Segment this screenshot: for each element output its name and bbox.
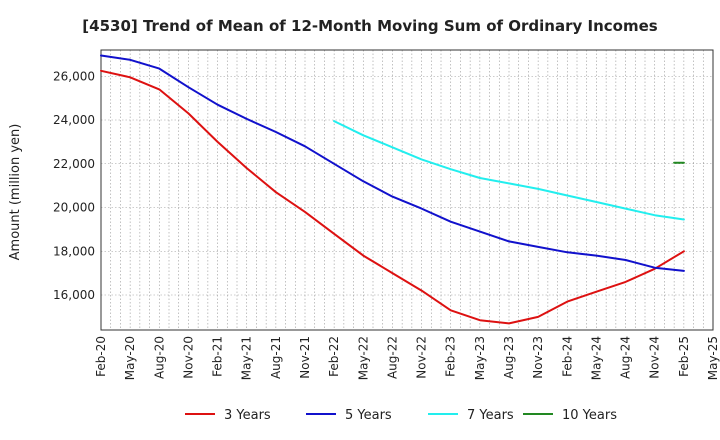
x-tick-label: Nov-22 (415, 336, 429, 379)
plot-area-frame (100, 49, 714, 331)
x-tick-labels: Feb-20 May-20 Aug-20 Nov-20 Feb-21 May-21 Aug-… (94, 336, 720, 380)
x-tick-label: Feb-21 (211, 336, 225, 377)
x-tick-label: Aug-23 (502, 336, 516, 379)
legend-item-5-years: 5 Years (306, 408, 392, 423)
grid-lines (101, 50, 713, 330)
x-tick-label: Feb-24 (560, 336, 574, 377)
x-tick-label: Nov-24 (648, 336, 662, 379)
x-tick-label: Aug-21 (269, 336, 283, 379)
x-tick-label: Nov-20 (181, 336, 195, 379)
y-tick-label: 16,000 (53, 288, 95, 302)
y-tick-label: 24,000 (53, 113, 95, 127)
x-tick-label: Feb-20 (94, 336, 108, 377)
x-tick-label: Aug-20 (152, 336, 166, 379)
series-line-5-years (100, 54, 685, 272)
x-tick-label: May-22 (356, 336, 370, 380)
x-tick-label: May-21 (240, 336, 254, 380)
x-tick-label: Feb-22 (327, 336, 341, 377)
x-tick-label: Aug-22 (385, 336, 399, 379)
x-tick-label: Nov-21 (298, 336, 312, 379)
x-tick-label: Nov-23 (531, 336, 545, 379)
y-tick-label: 20,000 (53, 201, 95, 215)
legend-label: 5 Years (345, 408, 392, 423)
x-tick-label: May-23 (473, 336, 487, 380)
x-tick-label: Aug-24 (619, 336, 633, 379)
x-tick-label: May-25 (706, 336, 720, 380)
series-lines (100, 54, 685, 325)
x-tick-label: May-20 (123, 336, 137, 380)
legend-label: 10 Years (562, 408, 617, 423)
legend-item-7-years: 7 Years (428, 408, 514, 423)
chart-title: [4530] Trend of Mean of 12-Month Moving … (82, 17, 657, 35)
legend-label: 3 Years (224, 408, 271, 423)
y-axis-label: Amount (million yen) (8, 124, 23, 261)
legend: 3 Years 5 Years 7 Years 10 Years (185, 408, 617, 423)
x-tick-label: May-24 (589, 336, 603, 380)
legend-item-10-years: 10 Years (523, 408, 617, 423)
x-tick-label: Feb-25 (677, 336, 691, 377)
y-tick-label: 18,000 (53, 244, 95, 258)
y-tick-label: 26,000 (53, 69, 95, 83)
y-tick-label: 22,000 (53, 157, 95, 171)
series-line-7-years (333, 120, 685, 221)
legend-item-3-years: 3 Years (185, 408, 271, 423)
y-tick-labels: 16,000 18,000 20,000 22,000 24,000 26,000 (53, 69, 95, 302)
x-tick-label: Feb-23 (444, 336, 458, 377)
legend-label: 7 Years (467, 408, 514, 423)
series-line-3-years (100, 69, 685, 325)
